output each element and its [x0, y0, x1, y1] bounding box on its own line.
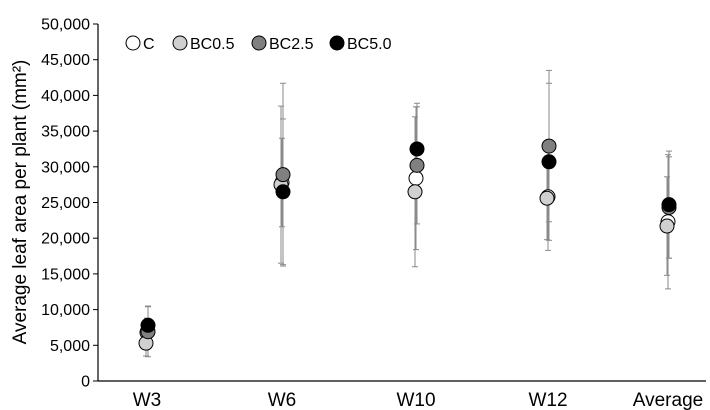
y-ticks: 0 5,000 10,000 15,000 20,000 25,000 30,000 35,0… — [41, 17, 98, 391]
data-point-bc5-0 — [409, 141, 425, 157]
legend-marker — [251, 35, 267, 51]
legend-marker — [125, 35, 141, 51]
y-tick-label: 35,000 — [41, 124, 90, 141]
data-point-bc0-5 — [659, 218, 675, 234]
x-tick-label: W12 — [528, 390, 567, 410]
legend-marker — [329, 35, 345, 51]
y-tick-label: 0 — [81, 374, 90, 391]
legend: C BC0.5 BC2.5 BC5.0 — [125, 35, 392, 53]
y-axis-label: Average leaf area per plant (mm²) — [10, 60, 31, 345]
x-tick-label: Average — [633, 390, 703, 410]
legend-label: BC5.0 — [347, 36, 392, 53]
y-tick-label: 50,000 — [41, 17, 90, 34]
data-point-bc2-5 — [409, 157, 425, 173]
data-points — [138, 138, 677, 351]
data-point-bc5-0 — [541, 154, 557, 170]
data-point-bc5-0 — [275, 184, 291, 200]
legend-label: BC0.5 — [190, 36, 235, 53]
y-tick-label: 30,000 — [41, 159, 90, 176]
y-tick-label: 40,000 — [41, 88, 90, 105]
y-tick-label: 15,000 — [41, 266, 90, 283]
x-tick-label: W6 — [268, 390, 297, 410]
error-bars — [143, 69, 672, 358]
legend-label: BC2.5 — [269, 36, 314, 53]
data-point-bc2-5 — [275, 167, 291, 183]
data-point-bc5-0 — [661, 197, 677, 213]
x-ticks: W3 W6 W10 W12 Average — [133, 390, 703, 410]
data-point-bc0-5 — [539, 190, 555, 206]
y-tick-label: 45,000 — [41, 52, 90, 69]
y-tick-label: 25,000 — [41, 195, 90, 212]
x-tick-label: W3 — [133, 390, 162, 410]
legend-marker — [172, 35, 188, 51]
data-point-bc0-5 — [407, 184, 423, 200]
x-tick-label: W10 — [396, 390, 435, 410]
data-point-bc2-5 — [541, 138, 557, 154]
data-point-bc5-0 — [140, 317, 156, 333]
y-tick-label: 5,000 — [50, 338, 90, 355]
y-tick-label: 10,000 — [41, 302, 90, 319]
legend-label: C — [143, 36, 155, 53]
y-tick-label: 20,000 — [41, 231, 90, 248]
data-point-c — [408, 170, 424, 186]
